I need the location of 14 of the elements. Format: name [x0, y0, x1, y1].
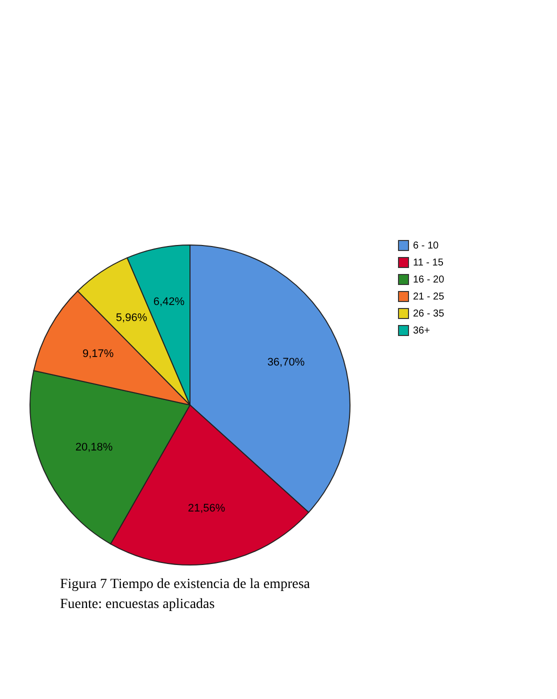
legend-label: 21 - 25 [413, 292, 445, 302]
data-label: 21,56% [188, 502, 226, 515]
text: Figura 7 Tiempo de existencia de la empresa [60, 576, 311, 594]
data-label: 5,96% [116, 312, 148, 324]
legend-label: 6 - 10 [413, 240, 440, 252]
data-label: 9,17% [82, 348, 114, 360]
legend-label: 11 - 15 [413, 258, 444, 268]
source-note: Fuente: encuestas aplicadas [60, 596, 216, 614]
legend-label: 26 - 35 [413, 308, 445, 320]
legend-label: 16 - 20 [413, 274, 445, 286]
data-label: 36,70% [267, 356, 305, 368]
legend-label: 36+ [413, 326, 430, 336]
data-label: 6,42% [153, 296, 185, 308]
data-label: 20,18% [75, 442, 113, 454]
